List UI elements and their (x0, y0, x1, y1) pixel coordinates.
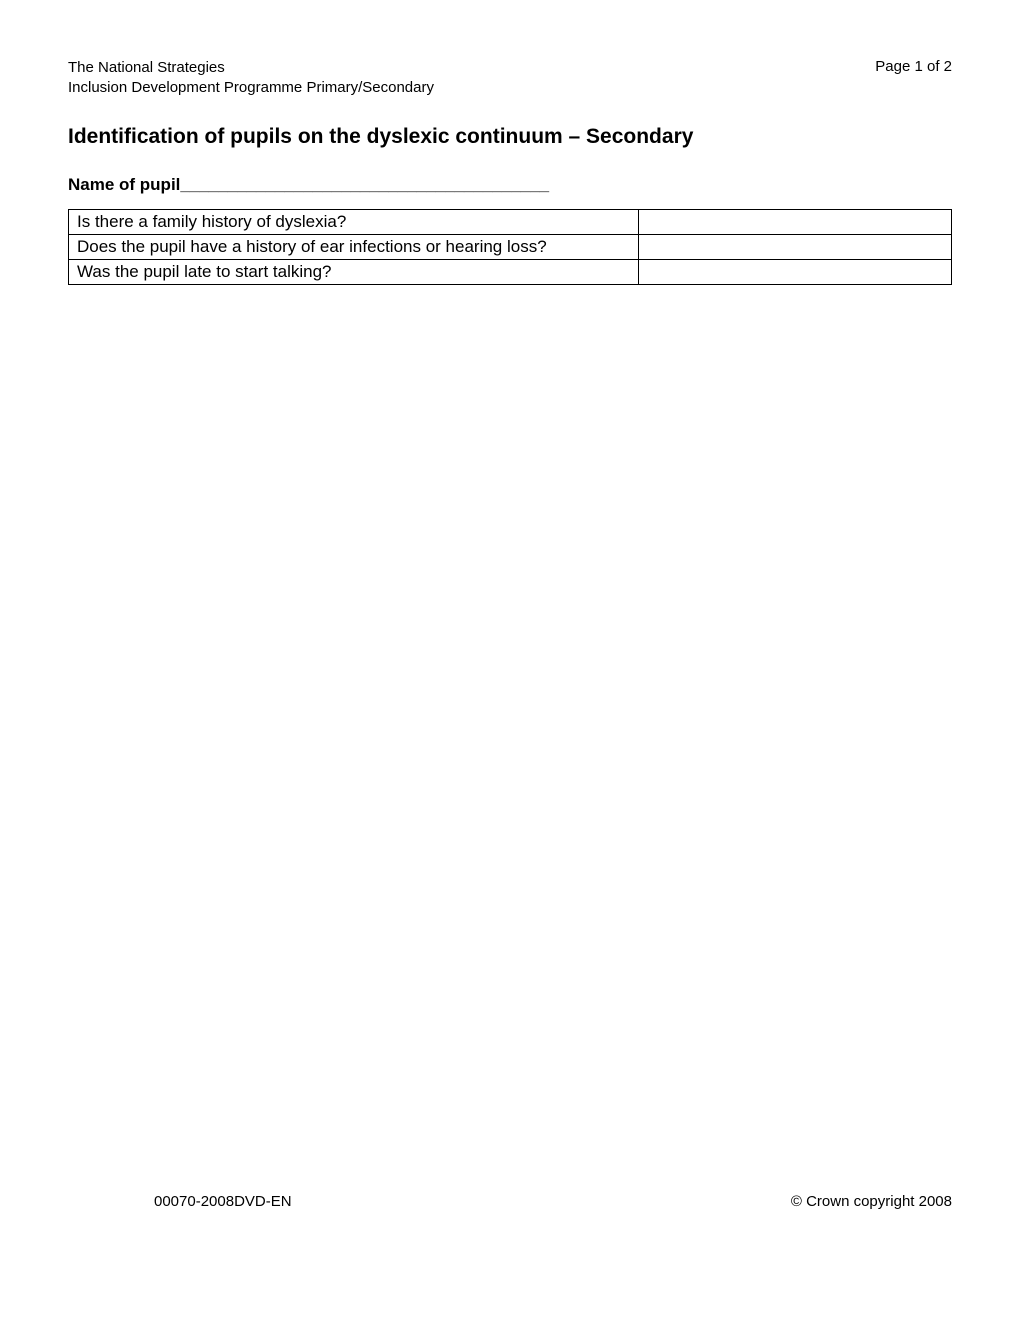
name-of-pupil-label: Name of pupil (68, 175, 180, 194)
header-line2: Inclusion Development Programme Primary/… (68, 78, 434, 98)
question-cell: Was the pupil late to start talking? (69, 260, 639, 285)
header-line1: The National Strategies (68, 58, 434, 78)
document-header: The National Strategies Inclusion Develo… (68, 58, 952, 97)
question-cell: Does the pupil have a history of ear inf… (69, 235, 639, 260)
header-left: The National Strategies Inclusion Develo… (68, 58, 434, 97)
table-row: Is there a family history of dyslexia? (69, 210, 952, 235)
name-of-pupil-field: Name of pupil___________________________… (68, 175, 952, 195)
answer-cell[interactable] (639, 210, 952, 235)
questions-table: Is there a family history of dyslexia? D… (68, 209, 952, 285)
document-footer: 00070-2008DVD-EN © Crown copyright 2008 (68, 1193, 952, 1210)
table-row: Was the pupil late to start talking? (69, 260, 952, 285)
question-cell: Is there a family history of dyslexia? (69, 210, 639, 235)
document-title: Identification of pupils on the dyslexic… (68, 125, 952, 149)
page-number: Page 1 of 2 (875, 58, 952, 75)
answer-cell[interactable] (639, 235, 952, 260)
answer-cell[interactable] (639, 260, 952, 285)
table-row: Does the pupil have a history of ear inf… (69, 235, 952, 260)
footer-right: © Crown copyright 2008 (791, 1193, 952, 1210)
footer-left: 00070-2008DVD-EN (154, 1193, 292, 1210)
name-of-pupil-blank-line: _______________________________________ (180, 175, 549, 194)
